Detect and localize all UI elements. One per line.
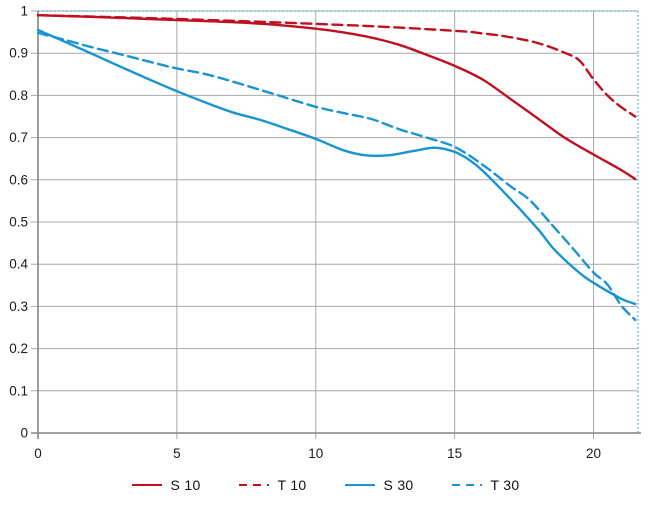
- y-tick-label: 0.3: [9, 299, 28, 314]
- y-tick-label: 0.7: [9, 130, 28, 145]
- y-tick-label: 1: [20, 4, 28, 19]
- y-tick-label: 0.4: [9, 257, 28, 272]
- y-tick-label: 0.6: [9, 172, 28, 187]
- x-tick-label: 5: [173, 446, 181, 461]
- series-line-t-30: [36, 31, 637, 322]
- legend-label-s10: S 10: [170, 477, 201, 493]
- legend-swatch-s10-solid-line: [131, 483, 162, 487]
- x-tick-label: 10: [308, 446, 323, 461]
- chart-plot-area: 1 0.9 0.8 0.7 0.6 0.5 0.4 0.3 0.2 0.1 00 5 10 15 20: [9, 4, 641, 461]
- x-tick-label: 15: [447, 446, 462, 461]
- legend-item-t30: T 30: [451, 477, 520, 493]
- y-tick-label: 0.2: [9, 341, 28, 356]
- legend-label-t30: T 30: [490, 477, 520, 493]
- series-line-s-10: [36, 14, 637, 181]
- y-tick-label: 0.1: [9, 383, 28, 398]
- x-tick-label: 20: [586, 446, 601, 461]
- legend-item-s10: S 10: [131, 477, 201, 493]
- series-line-t-10: [36, 14, 637, 118]
- y-tick-label: 0.8: [9, 88, 28, 103]
- y-tick-label: 0.5: [9, 215, 28, 230]
- legend-swatch-t30-dashed-line: [451, 483, 482, 487]
- legend-swatch-s30-solid-line: [344, 483, 375, 487]
- legend-item-t10: T 10: [238, 477, 307, 493]
- chart-legend: S 10 T 10 S 30 T 30: [0, 477, 651, 493]
- y-tick-label: 0.9: [9, 46, 28, 61]
- legend-label-t10: T 10: [277, 477, 307, 493]
- y-tick-label: 0: [20, 426, 28, 441]
- legend-item-s30: S 30: [344, 477, 414, 493]
- x-tick-label: 0: [34, 446, 42, 461]
- legend-swatch-t10-dashed-line: [238, 483, 269, 487]
- legend-label-s30: S 30: [383, 477, 414, 493]
- series-line-s-30: [36, 28, 637, 306]
